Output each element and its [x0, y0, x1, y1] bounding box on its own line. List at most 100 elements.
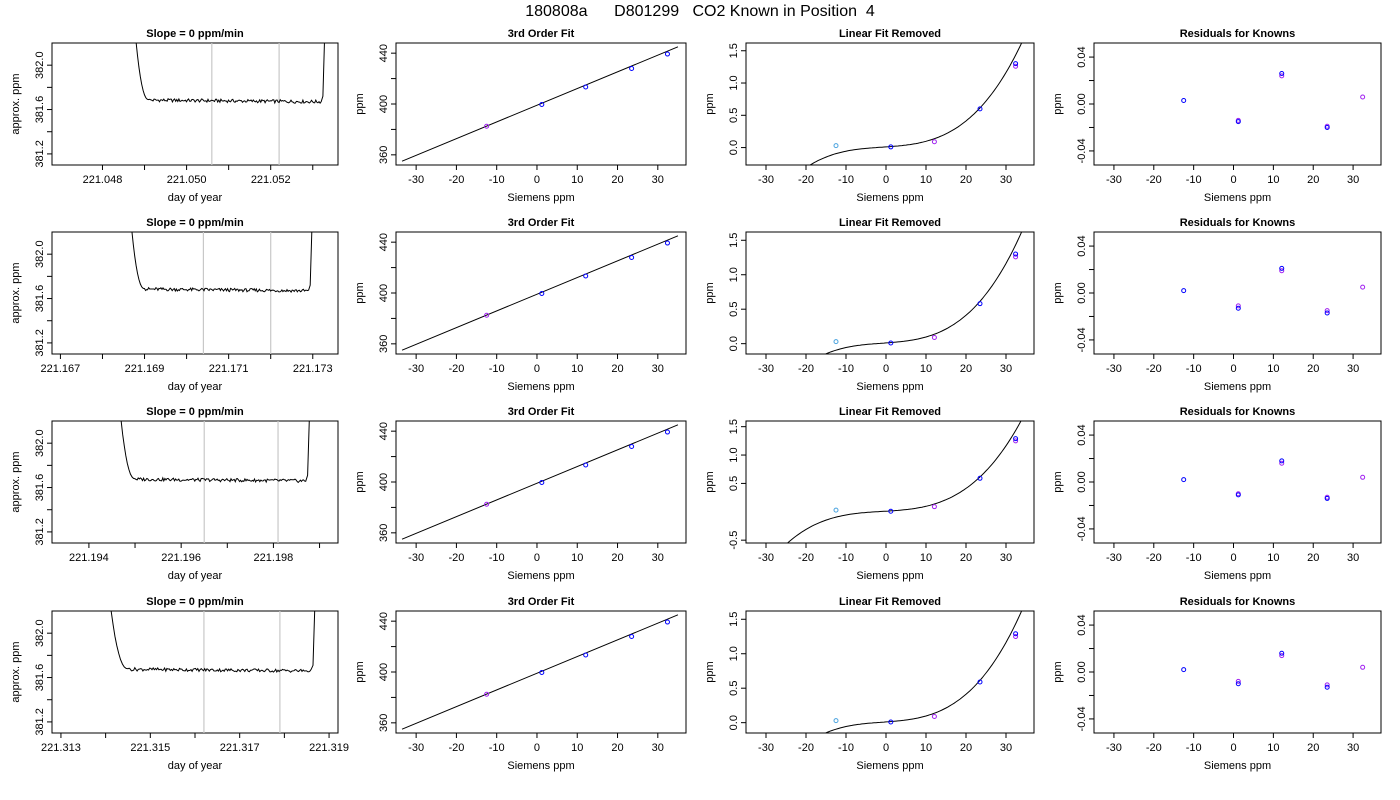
x-tick-label: 10	[571, 174, 583, 186]
data-point	[833, 339, 839, 345]
x-tick-label: -10	[838, 742, 854, 754]
x-tick-label: 20	[1307, 174, 1319, 186]
y-tick-label: 0.5	[728, 302, 740, 317]
x-axis-label: Siemens ppm	[507, 570, 574, 582]
y-tick-label: 381.2	[34, 518, 46, 546]
x-tick-label: 221.194	[69, 552, 109, 564]
y-tick-label: -0.04	[1076, 516, 1088, 541]
plot-frame	[745, 42, 1035, 166]
data-point	[629, 444, 635, 450]
plot-frame	[1093, 420, 1382, 544]
y-tick-label: 400	[378, 95, 390, 113]
x-tick-label: 0	[534, 174, 540, 186]
data-point	[1013, 254, 1019, 260]
x-tick-label: -10	[838, 552, 854, 564]
x-tick-label: 10	[571, 363, 583, 375]
data-point	[888, 144, 894, 150]
x-tick-label: -20	[1146, 742, 1162, 754]
x-tick-label: -30	[1106, 742, 1122, 754]
chart-panel-time-4: Slope = 0 ppm/min 221.313 221.315 221.317 22…	[10, 596, 349, 772]
data-point	[1181, 288, 1187, 294]
data-point	[1235, 303, 1241, 309]
plot-data	[135, 43, 325, 165]
x-tick-label: 20	[611, 174, 623, 186]
data-point	[1279, 650, 1285, 656]
x-tick-label: -30	[758, 174, 774, 186]
x-tick-label: 221.048	[83, 174, 123, 186]
y-tick-label: 1.0	[728, 646, 740, 661]
x-tick-label: 10	[920, 742, 932, 754]
y-tick-label: -0.04	[1076, 138, 1088, 163]
x-tick-label: -20	[1146, 363, 1162, 375]
x-tick-label: 0	[883, 174, 889, 186]
x-tick-label: 221.052	[251, 174, 291, 186]
data-point	[539, 670, 545, 676]
x-axis-label: Siemens ppm	[1204, 192, 1271, 204]
sensor-trace	[135, 43, 325, 105]
data-point	[1324, 124, 1330, 130]
data-point	[833, 143, 839, 149]
x-axis-label: Siemens ppm	[1204, 570, 1271, 582]
y-axis-label: ppm	[1052, 661, 1064, 682]
data-point	[1235, 305, 1241, 311]
y-tick-label: -0.04	[1076, 327, 1088, 352]
data-point	[583, 462, 589, 468]
panel-title: 3rd Order Fit	[508, 596, 575, 608]
y-tick-label: 382.0	[34, 240, 46, 268]
data-point	[629, 66, 635, 72]
plot-data	[401, 614, 679, 730]
data-point	[1279, 265, 1285, 271]
data-point	[833, 718, 839, 724]
chart-panel-knowns-4: Residuals for Knowns -30 -20 -10 0 10 20 30 Siem…	[1052, 596, 1382, 772]
x-axis-label: day of year	[168, 381, 223, 393]
x-tick-label: -10	[838, 174, 854, 186]
x-tick-label: 221.196	[161, 552, 201, 564]
y-tick-label: 381.6	[34, 285, 46, 313]
x-tick-label: -20	[798, 363, 814, 375]
y-tick-label: 400	[378, 284, 390, 302]
data-point	[1181, 667, 1187, 673]
x-tick-label: -30	[1106, 552, 1122, 564]
data-point	[1324, 308, 1330, 314]
chart-panel-resid-2: Linear Fit Removed -30 -20 -10 0 10 20 30 Siemen…	[704, 217, 1035, 393]
data-point	[1235, 492, 1241, 498]
panel-title: Linear Fit Removed	[839, 217, 941, 229]
data-point	[1235, 678, 1241, 684]
y-tick-label: 0.0	[728, 715, 740, 730]
y-tick-label: 0.5	[728, 681, 740, 696]
y-tick-label: -0.04	[1076, 706, 1088, 731]
data-point	[583, 273, 589, 279]
x-tick-label: -30	[758, 363, 774, 375]
y-tick-label: 0.0	[728, 140, 740, 155]
x-axis-label: Siemens ppm	[507, 760, 574, 772]
x-tick-label: 0	[534, 363, 540, 375]
panel-title: Linear Fit Removed	[839, 406, 941, 418]
y-tick-label: 1.5	[728, 233, 740, 248]
data-point	[1279, 458, 1285, 464]
y-tick-label: 400	[378, 663, 390, 681]
x-tick-label: 221.173	[293, 363, 333, 375]
y-axis-label: ppm	[354, 471, 366, 492]
x-tick-label: -10	[1186, 174, 1202, 186]
x-tick-label: 0	[1230, 174, 1236, 186]
data-point	[629, 634, 635, 640]
plot-frame	[1093, 231, 1382, 355]
x-tick-label: 30	[1000, 552, 1012, 564]
data-point	[1279, 653, 1285, 659]
data-point	[484, 691, 490, 697]
y-tick-label: 0.04	[1076, 235, 1088, 256]
data-point	[1360, 94, 1366, 100]
data-point	[1324, 495, 1330, 501]
x-axis-label: day of year	[168, 192, 223, 204]
x-tick-label: 221.315	[130, 742, 170, 754]
x-tick-label: 20	[1307, 552, 1319, 564]
x-tick-label: 0	[883, 742, 889, 754]
data-point	[664, 51, 670, 57]
x-tick-label: -20	[798, 174, 814, 186]
data-point	[539, 102, 545, 108]
fit-curve	[824, 232, 1023, 354]
x-tick-label: -30	[408, 174, 424, 186]
x-tick-label: 30	[652, 174, 664, 186]
x-tick-label: 20	[960, 552, 972, 564]
x-tick-label: 30	[652, 363, 664, 375]
